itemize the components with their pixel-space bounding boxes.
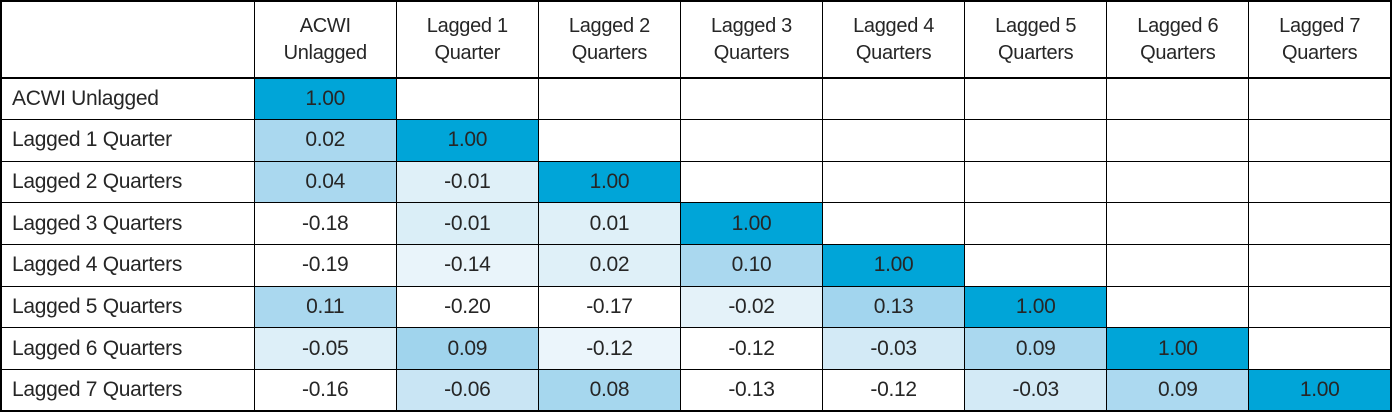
matrix-cell-empty [1106,119,1250,162]
table-row: ACWI Unlagged 1.00 [0,77,1392,121]
matrix-cell: 0.11 [253,285,397,329]
matrix-cell-empty [1248,160,1392,204]
column-header: ACWI Unlagged [253,0,397,79]
matrix-cell: -0.18 [253,202,397,245]
matrix-cell-empty [1248,285,1392,329]
matrix-cell-empty [679,160,824,204]
matrix-header: ACWI Unlagged Lagged 1 Quarter Lagged 2 Qu… [0,0,1392,79]
table-row: Lagged 3 Quarters -0.18 -0.01 0.01 1.00 [0,202,1392,245]
matrix-cell-empty [964,160,1108,204]
matrix-cell: 0.10 [679,244,824,287]
matrix-cell: -0.12 [822,368,966,412]
matrix-cell: 1.00 [395,119,539,162]
row-header: Lagged 2 Quarters [0,160,255,204]
matrix-cell: 0.13 [822,285,966,329]
matrix-cell: 1.00 [537,160,681,204]
column-header: Lagged 4 Quarters [822,0,966,79]
matrix-cell: 1.00 [822,244,966,287]
matrix-cell: 0.09 [1106,368,1250,412]
column-header: Lagged 7 Quarters [1248,0,1392,79]
matrix-cell-empty [822,119,966,162]
matrix-cell-empty [1248,119,1392,162]
matrix-cell-empty [964,244,1108,287]
matrix-cell: -0.12 [679,327,824,370]
matrix-cell-empty [1106,285,1250,329]
row-header: Lagged 4 Quarters [0,244,255,287]
matrix-cell: 1.00 [964,285,1108,329]
matrix-cell-empty [1248,327,1392,370]
column-header: Lagged 5 Quarters [964,0,1108,79]
matrix-cell-empty [537,77,681,121]
matrix-cell-empty [1106,202,1250,245]
matrix-cell: -0.01 [395,160,539,204]
table-row: Lagged 6 Quarters -0.05 0.09 -0.12 -0.12 -0.0… [0,327,1392,370]
matrix-cell: 0.01 [537,202,681,245]
matrix-cell: -0.05 [253,327,397,370]
row-header: Lagged 1 Quarter [0,119,255,162]
matrix-cell-empty [964,202,1108,245]
table-row: Lagged 2 Quarters 0.04 -0.01 1.00 [0,160,1392,204]
matrix-cell-empty [679,119,824,162]
row-header: Lagged 5 Quarters [0,285,255,329]
matrix-cell: 0.02 [537,244,681,287]
matrix-cell: -0.12 [537,327,681,370]
header-row: ACWI Unlagged Lagged 1 Quarter Lagged 2 Qu… [0,0,1392,79]
column-header: Lagged 6 Quarters [1106,0,1250,79]
matrix-cell: 0.02 [253,119,397,162]
matrix-cell: -0.03 [822,327,966,370]
table-row: Lagged 4 Quarters -0.19 -0.14 0.02 0.10 1.00 [0,244,1392,287]
corner-cell [0,0,255,79]
matrix-cell-empty [395,77,539,121]
row-header: Lagged 7 Quarters [0,368,255,412]
matrix-cell: -0.13 [679,368,824,412]
row-header: Lagged 6 Quarters [0,327,255,370]
matrix-cell: -0.06 [395,368,539,412]
column-header: Lagged 3 Quarters [679,0,824,79]
matrix-cell-empty [822,77,966,121]
matrix-cell: -0.01 [395,202,539,245]
table-row: Lagged 7 Quarters -0.16 -0.06 0.08 -0.13 -0.1… [0,368,1392,412]
column-header: Lagged 2 Quarters [537,0,681,79]
matrix-cell-empty [822,202,966,245]
matrix-cell-empty [1106,244,1250,287]
matrix-cell-empty [822,160,966,204]
matrix-cell-empty [1106,77,1250,121]
matrix-cell-empty [964,77,1108,121]
matrix-cell: -0.19 [253,244,397,287]
matrix-cell-empty [679,77,824,121]
table-row: Lagged 5 Quarters 0.11 -0.20 -0.17 -0.02 0.13… [0,285,1392,329]
table-row: Lagged 1 Quarter 0.02 1.00 [0,119,1392,162]
matrix-cell-empty [1248,244,1392,287]
matrix-cell: 1.00 [1248,368,1392,412]
matrix-cell: 1.00 [679,202,824,245]
matrix-cell: -0.14 [395,244,539,287]
matrix-cell: -0.02 [679,285,824,329]
matrix-cell: -0.03 [964,368,1108,412]
matrix-cell: -0.16 [253,368,397,412]
matrix-cell: 0.04 [253,160,397,204]
matrix-cell: 0.09 [395,327,539,370]
matrix-cell-empty [1248,202,1392,245]
row-header: Lagged 3 Quarters [0,202,255,245]
matrix-cell: -0.20 [395,285,539,329]
matrix-body: ACWI Unlagged 1.00 Lagged 1 Quarter 0.02 1.0… [0,77,1392,412]
matrix-cell-empty [537,119,681,162]
row-header: ACWI Unlagged [0,77,255,121]
matrix-cell-empty [1248,77,1392,121]
matrix-cell-empty [1106,160,1250,204]
matrix-cell: 0.08 [537,368,681,412]
matrix-cell-empty [964,119,1108,162]
matrix-cell: 1.00 [253,77,397,121]
matrix-cell: -0.17 [537,285,681,329]
matrix-cell: 1.00 [1106,327,1250,370]
column-header: Lagged 1 Quarter [395,0,539,79]
matrix-cell: 0.09 [964,327,1108,370]
